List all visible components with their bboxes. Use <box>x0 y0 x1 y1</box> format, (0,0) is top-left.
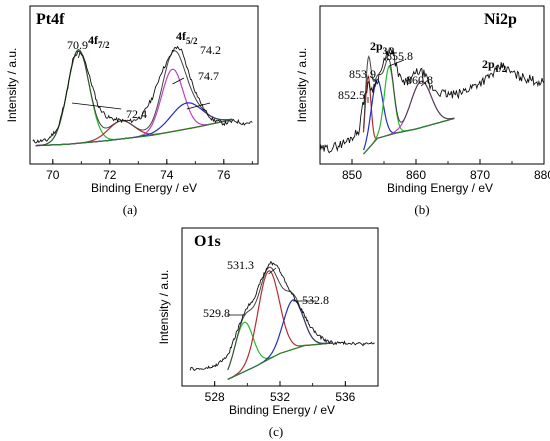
panel-c-xtick-label: 536 <box>335 390 355 404</box>
panel-c-xtick-label: 532 <box>270 390 290 404</box>
panel-c-annotation: 532.8 <box>302 293 329 307</box>
panel-b-xtick-label: 860 <box>406 168 426 182</box>
panel-a-xtick-label: 74 <box>160 168 174 182</box>
panel-a-peak-label: 4f5/2 <box>176 29 198 46</box>
panel-b-plot: 850 860 870 880 2p3/2 2p1/2 852.5 853.9 855.8 860… <box>319 39 550 182</box>
panel-a-background <box>35 119 233 147</box>
panel-b-annotation: 853.9 <box>349 67 376 81</box>
panel-c: O1s Intensity / a.u. Binding Energy / eV… <box>157 227 379 439</box>
panel-c-component-2 <box>227 270 333 380</box>
panel-b-xtick-label: 880 <box>534 168 550 182</box>
panel-a-plot: 70 72 74 76 4f7/2 4f5/2 70.9 72.4 74.2 74.7 <box>32 29 253 182</box>
panel-b-raw-data <box>319 46 545 154</box>
panel-c-plot: 528 532 536 529.8 531.3 532.8 <box>181 258 379 404</box>
panel-a-annotation-arrow <box>78 51 81 59</box>
panel-b-annotation-arrow <box>369 75 378 83</box>
panel-c-caption: (c) <box>269 424 283 439</box>
panel-a-peak-label: 4f7/2 <box>88 33 110 50</box>
panel-a-xlabel: Binding Energy / eV <box>91 181 197 195</box>
panel-a-title: Pt4f <box>36 11 65 28</box>
panel-a-frame <box>29 5 259 165</box>
panel-b-xtick-label: 870 <box>470 168 490 182</box>
panel-a-xtick-label: 76 <box>217 168 231 182</box>
panel-c-component-1 <box>227 321 333 371</box>
panel-a-annotation: 74.2 <box>200 43 221 57</box>
panel-a-component-2 <box>35 119 233 147</box>
panel-c-xlabel: Binding Energy / eV <box>229 403 335 417</box>
panel-a-raw-data <box>32 45 253 144</box>
panel-a-annotation-arrow <box>186 102 211 110</box>
panel-c-annotation: 529.8 <box>203 306 230 320</box>
panel-b-frame <box>319 5 545 165</box>
panel-a-envelope <box>35 49 233 147</box>
panel-a-xtick-label: 70 <box>46 168 60 182</box>
panel-c-xtick-label: 528 <box>205 390 225 404</box>
panel-b: Ni2p Intensity / a.u. Binding Energy / e… <box>295 5 550 217</box>
panel-c-annotation-arrow <box>268 267 277 275</box>
panel-b-peak-label: 2p1/2 <box>482 57 507 74</box>
panel-a-caption: (a) <box>123 202 137 217</box>
panel-c-raw-data <box>189 261 375 371</box>
panel-a-annotation-arrow <box>172 77 185 85</box>
panel-b-caption: (b) <box>414 202 429 217</box>
panel-b-component-4 <box>363 80 455 155</box>
panel-b-annotation: 860.8 <box>406 73 433 87</box>
panel-c-title: O1s <box>194 233 221 250</box>
panel-b-background <box>363 117 455 155</box>
panel-b-annotation: 855.8 <box>386 49 413 63</box>
panel-a-annotation: 74.7 <box>198 69 219 83</box>
panel-b-annotation: 852.5 <box>338 88 365 102</box>
panel-c-background <box>227 342 333 380</box>
panel-b-annotation-arrow <box>420 79 429 87</box>
panel-b-ylabel: Intensity / a.u. <box>295 48 309 123</box>
panel-b-annotation-arrow <box>388 59 405 67</box>
panel-a-xtick-label: 72 <box>103 168 117 182</box>
panel-a-annotation: 72.4 <box>126 107 147 121</box>
panel-b-xlabel: Binding Energy / eV <box>387 181 493 195</box>
panel-b-title: Ni2p <box>484 11 517 28</box>
panel-a-ylabel: Intensity / a.u. <box>5 48 19 123</box>
panel-c-envelope <box>227 266 333 371</box>
panel-b-peak-label: 2p3/2 <box>370 39 395 56</box>
panel-a-annotation: 70.9 <box>67 38 88 52</box>
panel-c-ylabel: Intensity / a.u. <box>157 270 171 345</box>
panel-c-annotation: 531.3 <box>227 258 254 272</box>
panel-b-xtick-label: 850 <box>342 168 362 182</box>
panel-a-annotation-arrow <box>71 102 122 110</box>
panel-a: Pt4f Intensity / a.u. Binding Energy / e… <box>5 5 259 217</box>
